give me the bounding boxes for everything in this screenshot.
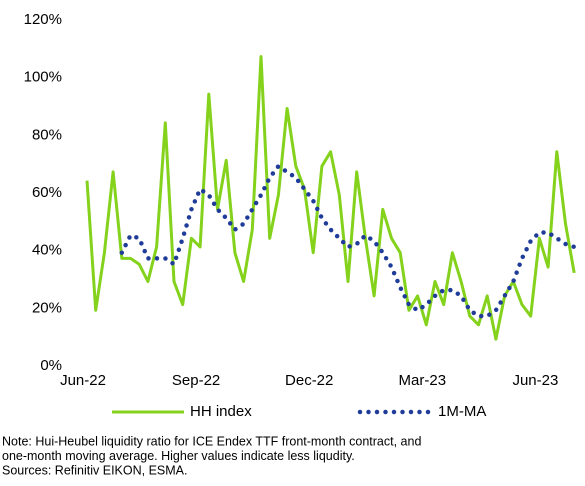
- legend-label: 1M-MA: [438, 403, 486, 420]
- series-line: [119, 163, 577, 319]
- y-tick-label: 0%: [40, 357, 62, 374]
- y-tick-label: 20%: [32, 299, 62, 316]
- x-tick-label: Mar-23: [399, 372, 447, 389]
- y-tick-label: 120%: [24, 11, 62, 28]
- series-line: [85, 55, 576, 341]
- y-tick-label: 80%: [32, 126, 62, 143]
- x-tick-label: Jun-23: [512, 372, 558, 389]
- legend-label: HH index: [190, 403, 252, 420]
- x-tick-label: Dec-22: [285, 372, 333, 389]
- y-tick-label: 40%: [32, 242, 62, 259]
- y-tick-label: 60%: [32, 184, 62, 201]
- x-tick-label: Sep-22: [172, 372, 220, 389]
- note: Sources: Refinitiv EIKON, ESMA.: [2, 463, 187, 477]
- note: Note: Hui-Heubel liquidity ratio for ICE…: [2, 434, 421, 448]
- x-tick-label: Jun-22: [60, 372, 106, 389]
- y-tick-label: 100%: [24, 69, 62, 86]
- note: one-month moving average. Higher values …: [2, 449, 355, 463]
